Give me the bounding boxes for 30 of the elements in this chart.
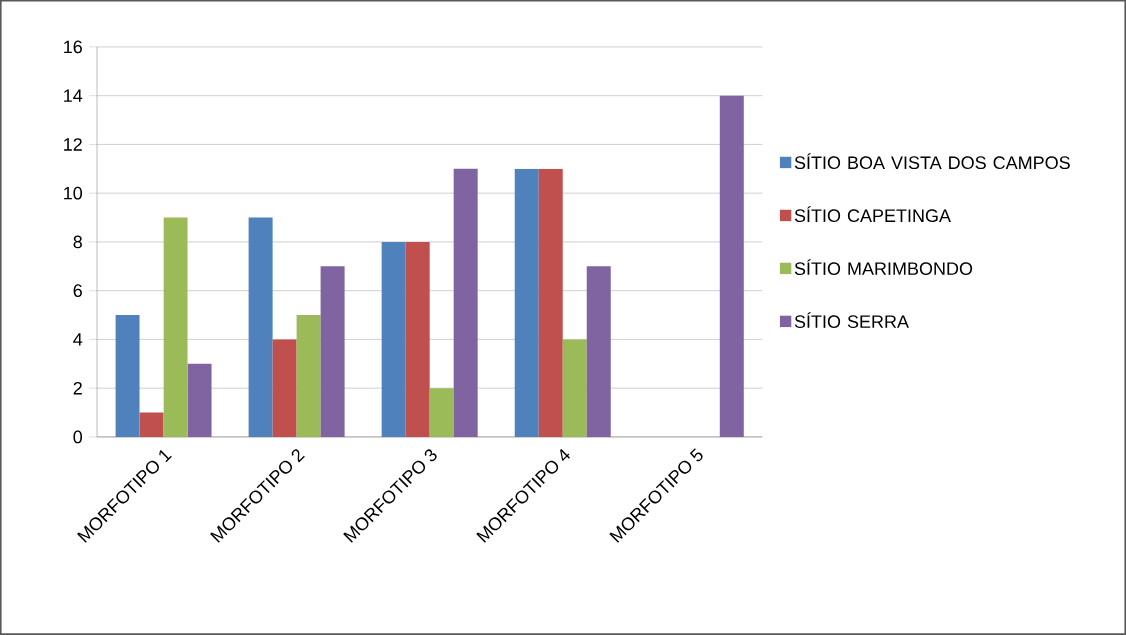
y-tick-label: 6 — [73, 284, 82, 298]
bar — [586, 266, 611, 437]
bar — [187, 363, 212, 437]
bar — [320, 266, 345, 437]
bar — [296, 315, 321, 437]
y-tick-label: 8 — [73, 235, 82, 249]
bar — [538, 168, 563, 437]
bar — [562, 339, 587, 437]
bar — [453, 168, 478, 437]
bar — [381, 241, 406, 437]
legend-label: SÍTIO MARIMBONDO — [794, 259, 973, 276]
y-tick-label: 4 — [73, 333, 83, 346]
bar — [405, 241, 430, 437]
bar — [514, 168, 539, 437]
bar — [429, 388, 454, 437]
bar — [115, 315, 140, 437]
legend-label: SÍTIO BOA VISTA DOS CAMPOS — [794, 153, 1070, 170]
legend-label: SÍTIO CAPETINGA — [794, 206, 951, 223]
y-tick-label: 16 — [64, 40, 82, 54]
bar — [163, 217, 188, 437]
y-tick-label: 12 — [64, 138, 82, 151]
bar — [139, 412, 164, 437]
bar — [719, 95, 744, 437]
y-tick-label: 10 — [64, 186, 83, 200]
y-tick-label: 14 — [64, 89, 83, 102]
bar — [248, 217, 273, 437]
legend-label: SÍTIO SERRA — [794, 312, 909, 329]
y-tick-label: 0 — [73, 430, 83, 444]
y-tick-label: 2 — [73, 381, 82, 395]
bar — [272, 339, 297, 437]
